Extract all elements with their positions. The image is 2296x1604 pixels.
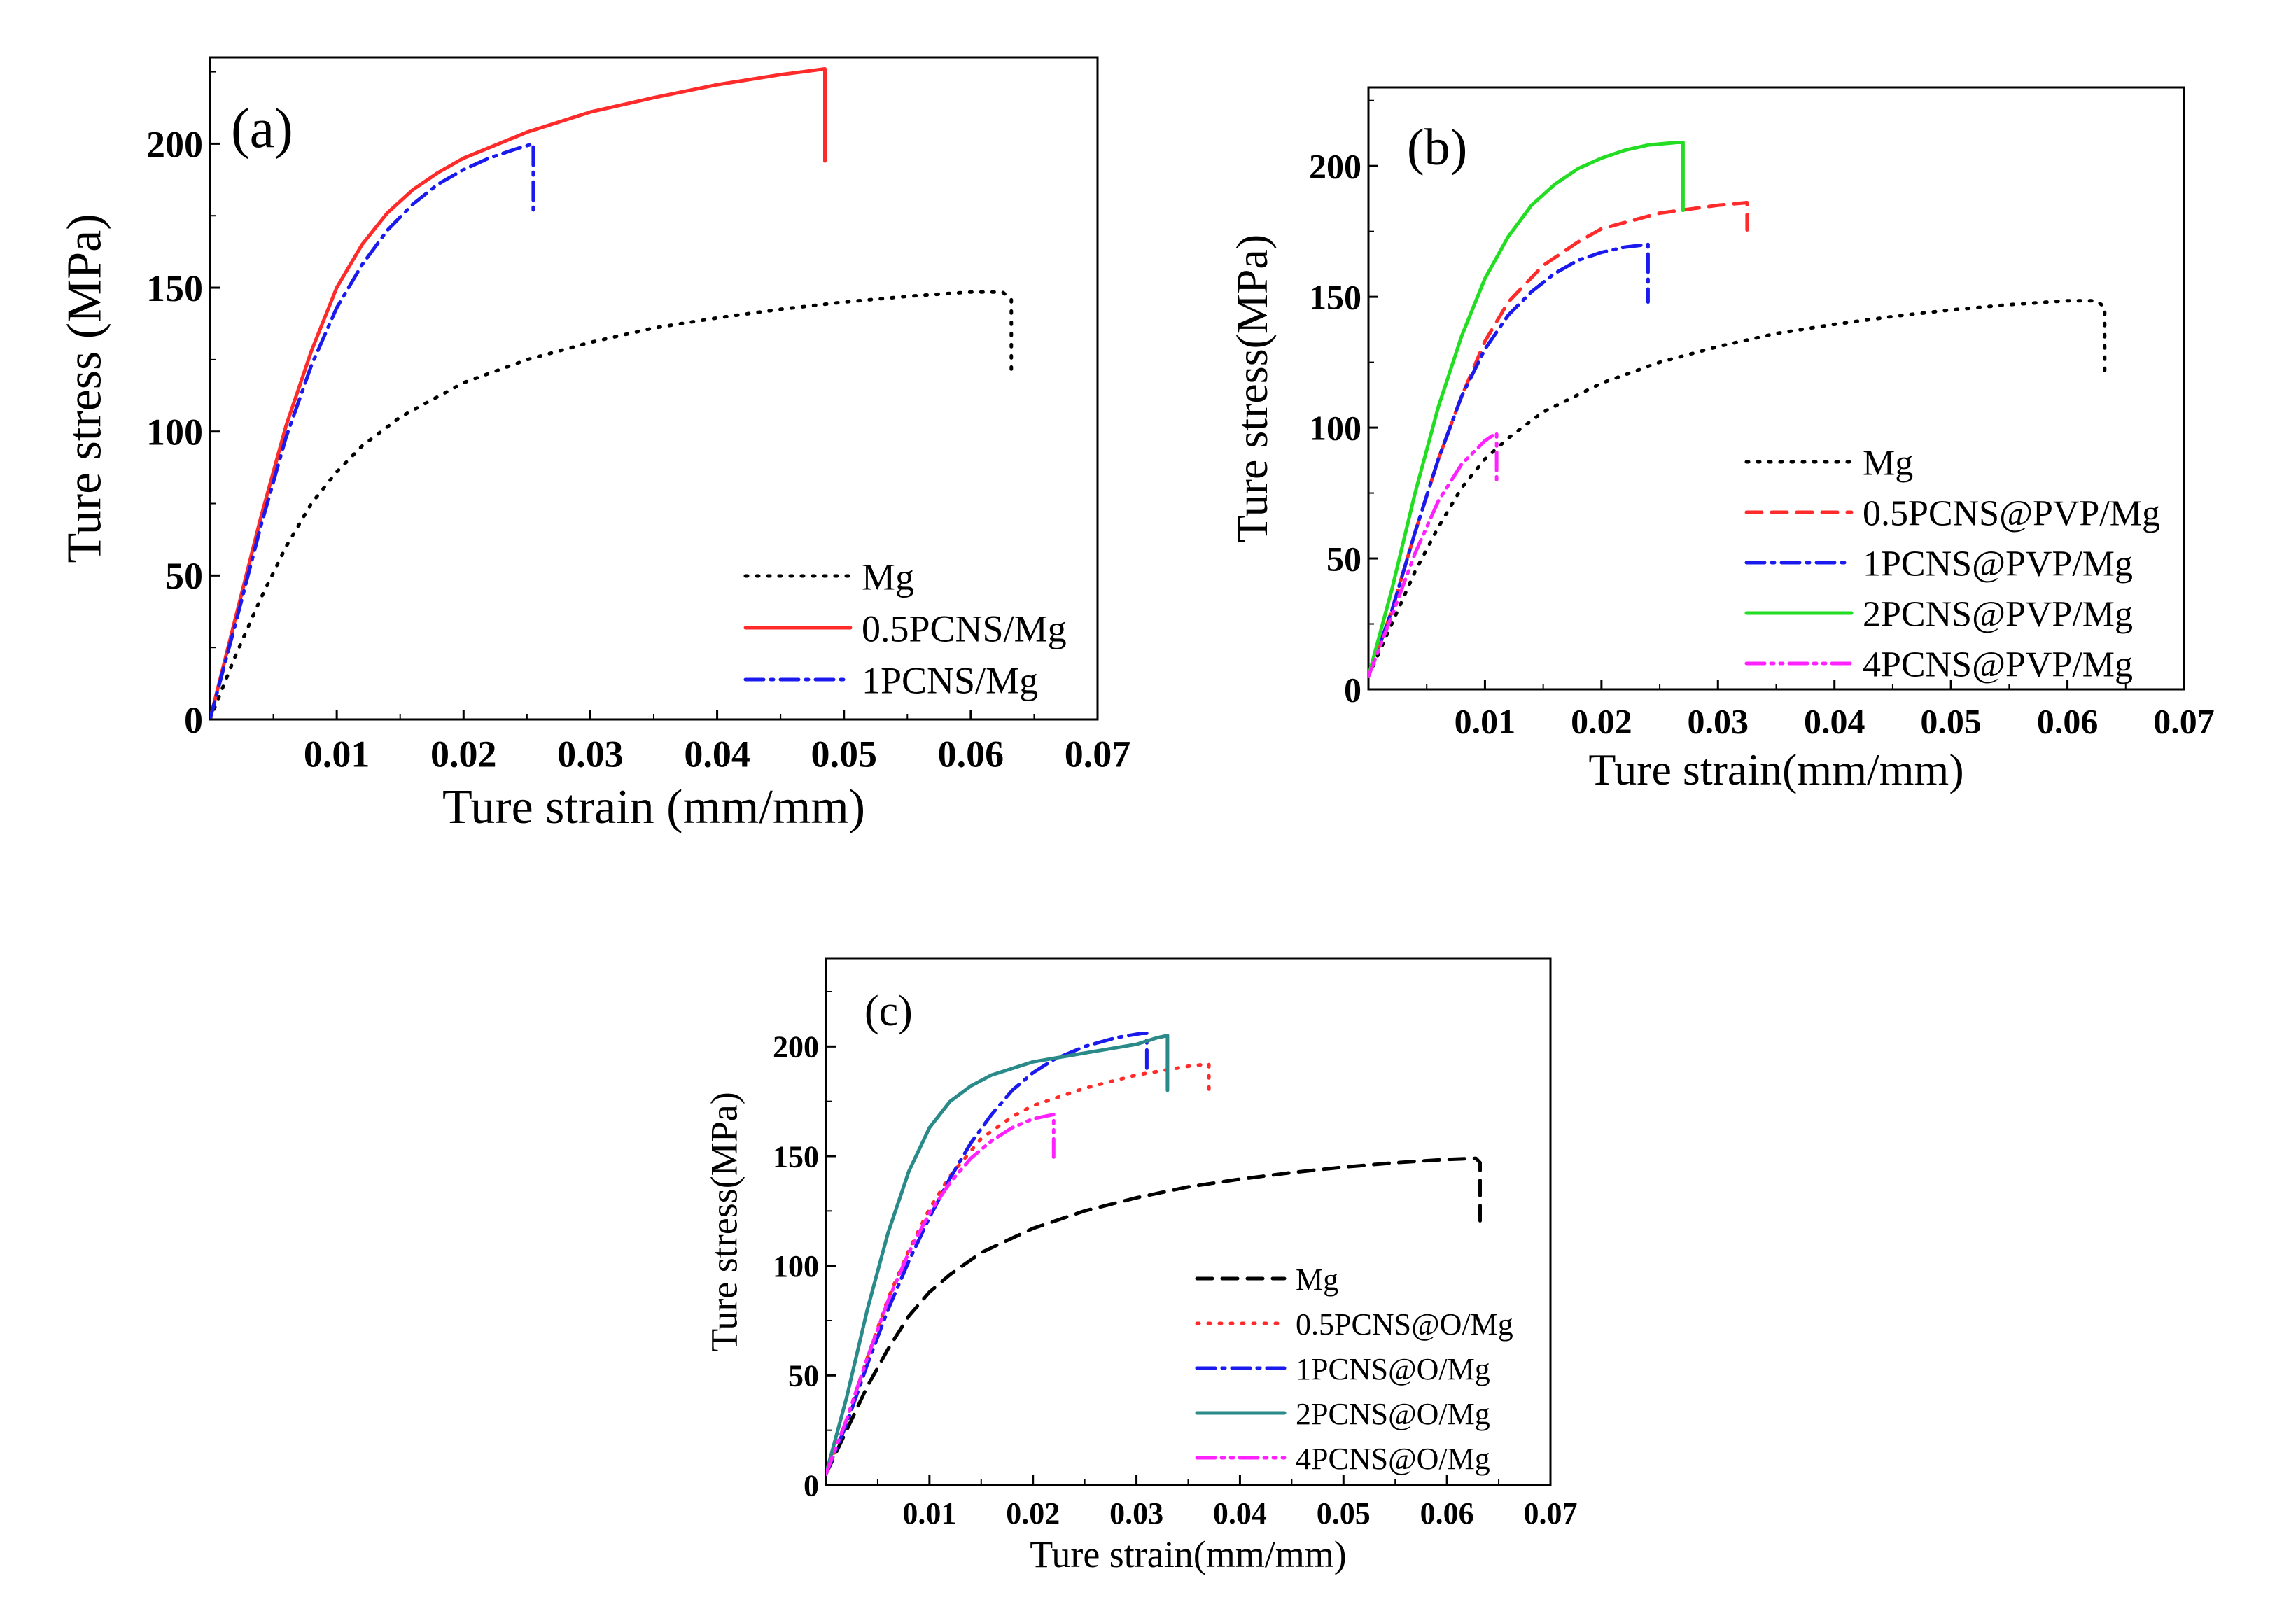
x-tick-label: 0.03	[1688, 702, 1749, 741]
legend-label: 0.5PCNS@PVP/Mg	[1863, 494, 2160, 534]
series-line-4pcns-pvp-mg	[1368, 431, 1499, 678]
y-tick-label: 200	[1309, 147, 1362, 186]
panel-label: (b)	[1407, 119, 1467, 176]
series-line-1pcns-pvp-mg	[1368, 242, 1650, 678]
x-tick-label: 0.03	[557, 733, 624, 775]
legend-label: 2PCNS@PVP/Mg	[1863, 595, 2133, 635]
y-tick-label: 100	[146, 411, 203, 453]
x-tick-label: 0.06	[938, 733, 1004, 775]
legend-label: 1PCNS@PVP/Mg	[1863, 544, 2133, 584]
x-tick-label: 0.05	[1317, 1496, 1371, 1531]
x-axis-label: Ture strain (mm/mm)	[442, 780, 865, 834]
legend-label: 4PCNS@PVP/Mg	[1863, 645, 2133, 685]
y-tick-label: 0	[804, 1468, 819, 1503]
chart-panel-a: 0.01 0.02 0.03 0.04 0.05 0.06 0.07 0 50 100 150 200…	[57, 56, 1131, 834]
panel-label: (c)	[864, 987, 913, 1035]
y-tick-label: 50	[1326, 540, 1362, 579]
x-axis-label: Ture strain(mm/mm)	[1588, 745, 1963, 794]
series-line-mg	[1368, 299, 2107, 678]
y-tick-label: 150	[146, 267, 203, 309]
x-tick-label: 0.02	[430, 733, 497, 775]
panel-label: (a)	[231, 98, 293, 160]
x-tick-label: 0.01	[304, 733, 370, 775]
x-tick-label: 0.03	[1110, 1496, 1163, 1531]
x-tick-label: 0.02	[1006, 1496, 1060, 1531]
series-line-mg	[826, 1156, 1482, 1476]
y-tick-label: 100	[1309, 409, 1362, 448]
legend-label: 0.5PCNS/Mg	[862, 607, 1067, 649]
x-tick-label: 0.02	[1571, 702, 1632, 741]
y-tick-label: 50	[165, 555, 203, 597]
series-line-1pcns-mg	[210, 141, 536, 719]
y-tick-label: 150	[773, 1139, 819, 1174]
legend-label: Mg	[862, 556, 914, 598]
y-tick-label: 0	[184, 699, 203, 741]
x-tick-label: 0.07	[1524, 1496, 1578, 1531]
x-tick-label: 0.05	[1920, 702, 1982, 741]
x-tick-label: 0.06	[1420, 1496, 1474, 1531]
legend-label: 1PCNS/Mg	[862, 659, 1038, 701]
x-tick-label: 0.01	[902, 1496, 956, 1531]
series-line-2pcns-pvp-mg	[1368, 141, 1685, 678]
y-axis-label: Ture stress (MPa)	[57, 213, 111, 563]
x-tick-label: 0.04	[1804, 702, 1865, 741]
series-line-mg	[210, 290, 1014, 719]
chart-panel-b: 0.01 0.02 0.03 0.04 0.05 0.06 0.07 0 50 100 150 200…	[1227, 86, 2215, 794]
x-tick-label: 0.04	[684, 733, 750, 775]
x-tick-label: 0.07	[1065, 733, 1131, 775]
legend-label: 4PCNS@O/Mg	[1296, 1442, 1490, 1476]
series-line-0-5pcns-mg	[210, 67, 827, 719]
series-line-4pcns-o-mg	[826, 1113, 1056, 1476]
series-line-1pcns-o-mg	[826, 1032, 1149, 1476]
chart-panel-c: 0.01 0.02 0.03 0.04 0.05 0.06 0.07 0 50 100 150 200…	[703, 957, 1578, 1575]
series-line-2pcns-o-mg	[826, 1034, 1170, 1476]
legend-label: Mg	[1863, 444, 1913, 484]
y-tick-label: 150	[1309, 278, 1362, 317]
x-tick-label: 0.06	[2037, 702, 2099, 741]
series-line-0-5pcns-pvp-mg	[1368, 201, 1749, 678]
y-tick-label: 200	[146, 123, 203, 165]
legend-label: 1PCNS@O/Mg	[1296, 1352, 1490, 1386]
y-tick-label: 200	[773, 1030, 819, 1064]
x-tick-label: 0.07	[2153, 702, 2215, 741]
legend-label: Mg	[1296, 1262, 1338, 1297]
legend-label: 2PCNS@O/Mg	[1296, 1397, 1490, 1431]
x-tick-label: 0.01	[1455, 702, 1516, 741]
x-tick-label: 0.05	[811, 733, 877, 775]
y-tick-label: 100	[773, 1249, 819, 1283]
y-axis-label: Ture stress(MPa)	[1227, 234, 1277, 542]
x-axis-label: Ture strain(mm/mm)	[1030, 1533, 1347, 1575]
y-axis-label: Ture stress(MPa)	[703, 1092, 745, 1352]
y-tick-label: 50	[788, 1359, 819, 1393]
x-tick-label: 0.04	[1213, 1496, 1267, 1531]
legend-label: 0.5PCNS@O/Mg	[1296, 1307, 1513, 1342]
y-tick-label: 0	[1344, 670, 1362, 710]
